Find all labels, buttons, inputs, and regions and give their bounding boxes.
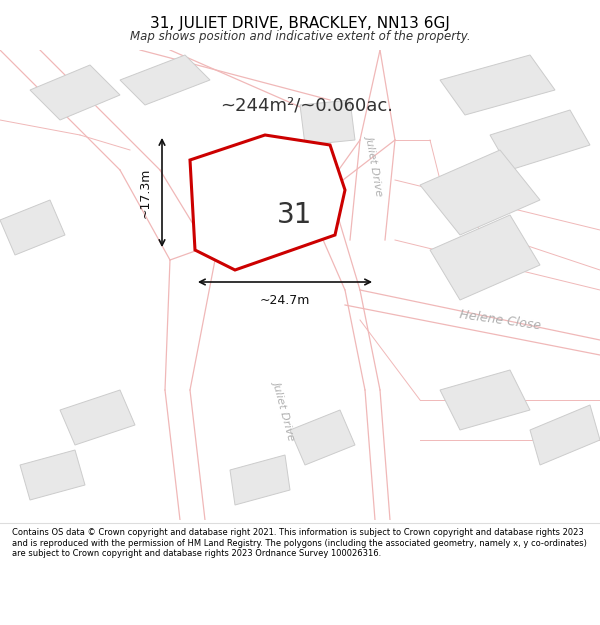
Polygon shape [530,405,600,465]
Polygon shape [290,410,355,465]
Polygon shape [420,150,540,235]
Polygon shape [230,455,290,505]
Text: ~17.3m: ~17.3m [139,168,152,217]
Polygon shape [430,215,540,300]
Polygon shape [120,55,210,105]
Text: Juliet Drive: Juliet Drive [272,379,298,441]
Polygon shape [190,135,345,270]
Text: ~24.7m: ~24.7m [260,294,310,307]
Text: Contains OS data © Crown copyright and database right 2021. This information is : Contains OS data © Crown copyright and d… [12,528,587,558]
Polygon shape [300,100,355,145]
Polygon shape [20,450,85,500]
Polygon shape [270,145,325,195]
Polygon shape [0,200,65,255]
Text: Helene Close: Helene Close [458,308,542,332]
Text: 31, JULIET DRIVE, BRACKLEY, NN13 6GJ: 31, JULIET DRIVE, BRACKLEY, NN13 6GJ [150,16,450,31]
Text: Juliet Drive: Juliet Drive [365,134,385,196]
Polygon shape [440,55,555,115]
Text: Map shows position and indicative extent of the property.: Map shows position and indicative extent… [130,30,470,43]
Polygon shape [60,390,135,445]
Polygon shape [440,370,530,430]
Polygon shape [30,65,120,120]
Text: 31: 31 [277,201,313,229]
Text: ~244m²/~0.060ac.: ~244m²/~0.060ac. [220,96,393,114]
Polygon shape [490,110,590,170]
